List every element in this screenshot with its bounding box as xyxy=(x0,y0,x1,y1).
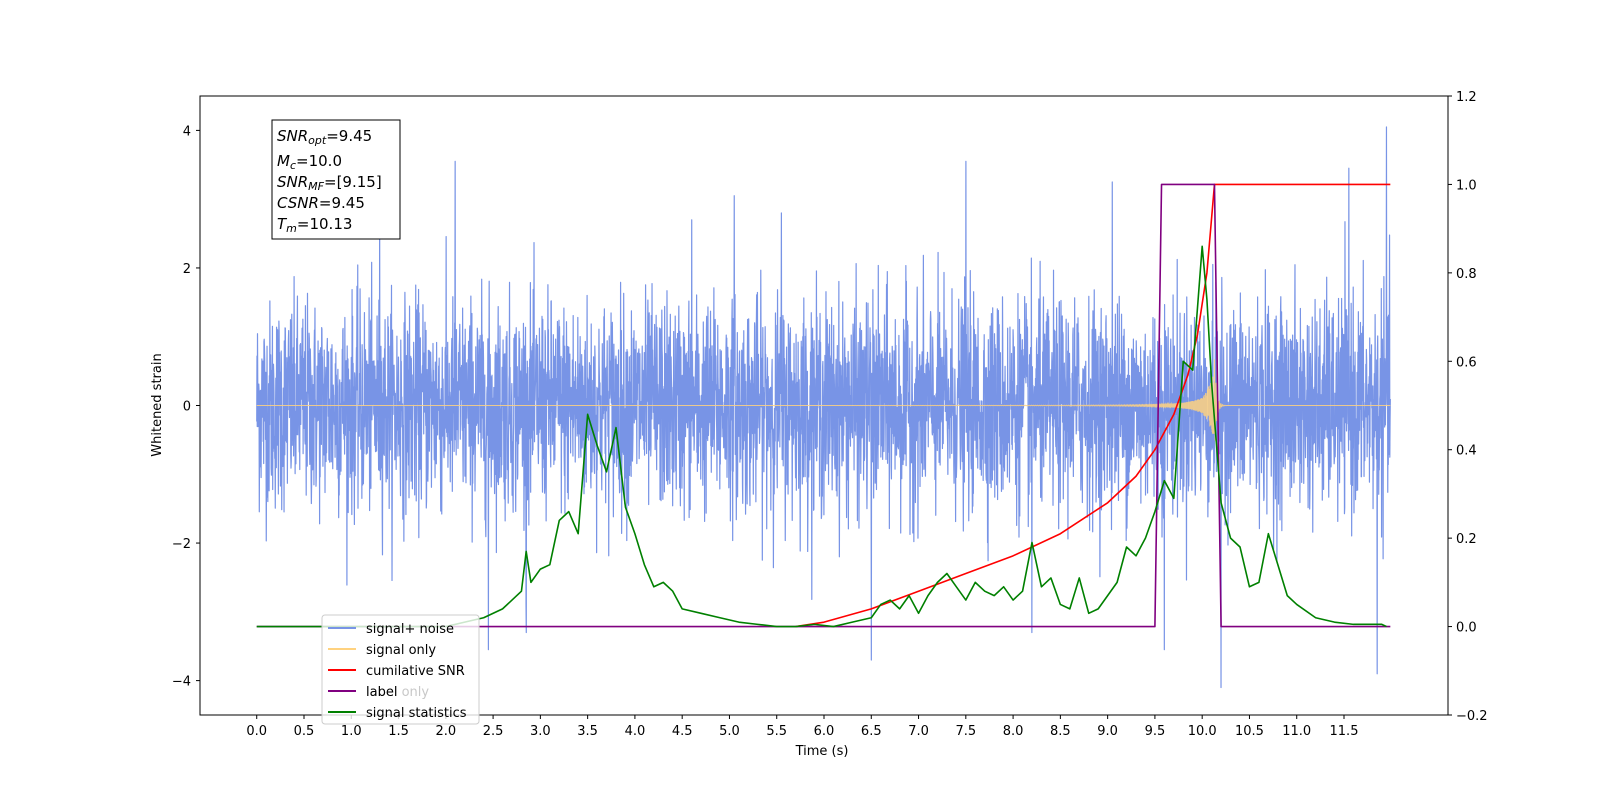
legend-label-signal-statistics: signal statistics xyxy=(366,706,467,721)
x-tick-label: 4.5 xyxy=(672,724,693,739)
legend-entry-signal-statistics: signal statistics xyxy=(328,706,467,721)
x-tick-label: 0.5 xyxy=(294,724,315,739)
x-tick-label: 9.0 xyxy=(1097,724,1118,739)
legend-label-cumulative-snr: cumilative SNR xyxy=(366,664,465,679)
y2-tick-label: 0.8 xyxy=(1456,267,1477,282)
x-tick-label: 10.0 xyxy=(1188,724,1217,739)
x-tick-label: 9.5 xyxy=(1145,724,1166,739)
x-tick-label: 7.5 xyxy=(955,724,976,739)
legend-entry-signal-only: signal only xyxy=(328,643,436,658)
x-tick-label: 1.0 xyxy=(341,724,362,739)
y2-tick-label: 1.0 xyxy=(1456,178,1477,193)
legend-ghost-text: label only xyxy=(366,685,429,700)
legend-frame xyxy=(321,614,480,725)
x-tick-label: 6.5 xyxy=(861,724,882,739)
y2-tick-label: 1.2 xyxy=(1456,90,1477,105)
y-axis-right: 1.2 1.0 0.8 0.6 0.4 0.2 0.0 −0.2 xyxy=(1448,90,1488,724)
legend-label-label: label xyxy=(366,685,397,700)
series-layer xyxy=(256,126,1391,689)
annotation-box: SNRopt=9.45 Mc=10.0 SNRMF=[9.15] CSNR=9.… xyxy=(271,119,401,240)
x-tick-label: 3.0 xyxy=(530,724,551,739)
annotation-frame xyxy=(271,119,401,240)
series-signal-only xyxy=(256,359,1391,441)
annotation-tm: Tm=10.13 xyxy=(277,215,352,235)
x-axis: 0.0 0.5 1.0 1.5 2.0 2.5 3.0 3.5 4.0 4.5 5.0 5.5 6.0 6… xyxy=(246,715,1358,739)
x-tick-label: 2.5 xyxy=(483,724,504,739)
x-tick-label: 7.0 xyxy=(908,724,929,739)
x-tick-label: 8.5 xyxy=(1050,724,1071,739)
x-tick-label: 8.0 xyxy=(1003,724,1024,739)
x-tick-label: 11.0 xyxy=(1282,724,1311,739)
legend-entry-cumulative-snr: cumilative SNR xyxy=(328,664,465,679)
legend-label-signal-noise: signal+ noise xyxy=(366,622,454,637)
annotation-csnr: CSNR=9.45 xyxy=(277,194,365,212)
y2-tick-label: 0.2 xyxy=(1456,532,1477,547)
x-tick-label: 5.0 xyxy=(719,724,740,739)
y-tick-label: 4 xyxy=(183,124,191,139)
x-tick-label: 4.0 xyxy=(625,724,646,739)
x-tick-label: 2.0 xyxy=(435,724,456,739)
y-tick-label: −2 xyxy=(172,537,191,552)
y-tick-label: −4 xyxy=(172,675,191,690)
legend-entry-label: label only label xyxy=(328,685,429,700)
y2-tick-label: −0.2 xyxy=(1456,709,1488,724)
y-tick-label: 0 xyxy=(183,400,191,415)
x-tick-label: 0.0 xyxy=(246,724,267,739)
y-tick-label: 2 xyxy=(183,262,191,277)
series-signal-statistics xyxy=(256,245,1387,628)
legend-entry-signal-noise: signal+ noise xyxy=(328,622,454,637)
y-axis-label: Whitened strain xyxy=(150,353,165,456)
series-label xyxy=(256,183,1391,628)
x-tick-label: 5.5 xyxy=(766,724,787,739)
x-tick-label: 6.0 xyxy=(814,724,835,739)
x-tick-label: 11.5 xyxy=(1330,724,1359,739)
legend: signal+ noise signal only cumilative SNR… xyxy=(321,614,480,725)
annotation-snr-mf: SNRMF=[9.15] xyxy=(277,173,382,193)
x-axis-label: Time (s) xyxy=(795,744,849,759)
legend-label-signal-only: signal only xyxy=(366,643,436,658)
y2-tick-label: 0.0 xyxy=(1456,621,1477,636)
x-tick-label: 3.5 xyxy=(577,724,598,739)
series-signal-noise xyxy=(256,126,1391,689)
annotation-snr-opt: SNRopt=9.45 xyxy=(277,127,372,147)
y2-tick-label: 0.4 xyxy=(1456,444,1477,459)
y2-tick-label: 0.6 xyxy=(1456,355,1477,370)
x-tick-label: 1.5 xyxy=(388,724,409,739)
annotation-mc: Mc=10.0 xyxy=(277,152,342,172)
y-axis-left: 4 2 0 −2 −4 xyxy=(172,124,200,690)
series-cumulative-snr xyxy=(795,183,1391,628)
x-tick-label: 10.5 xyxy=(1235,724,1264,739)
